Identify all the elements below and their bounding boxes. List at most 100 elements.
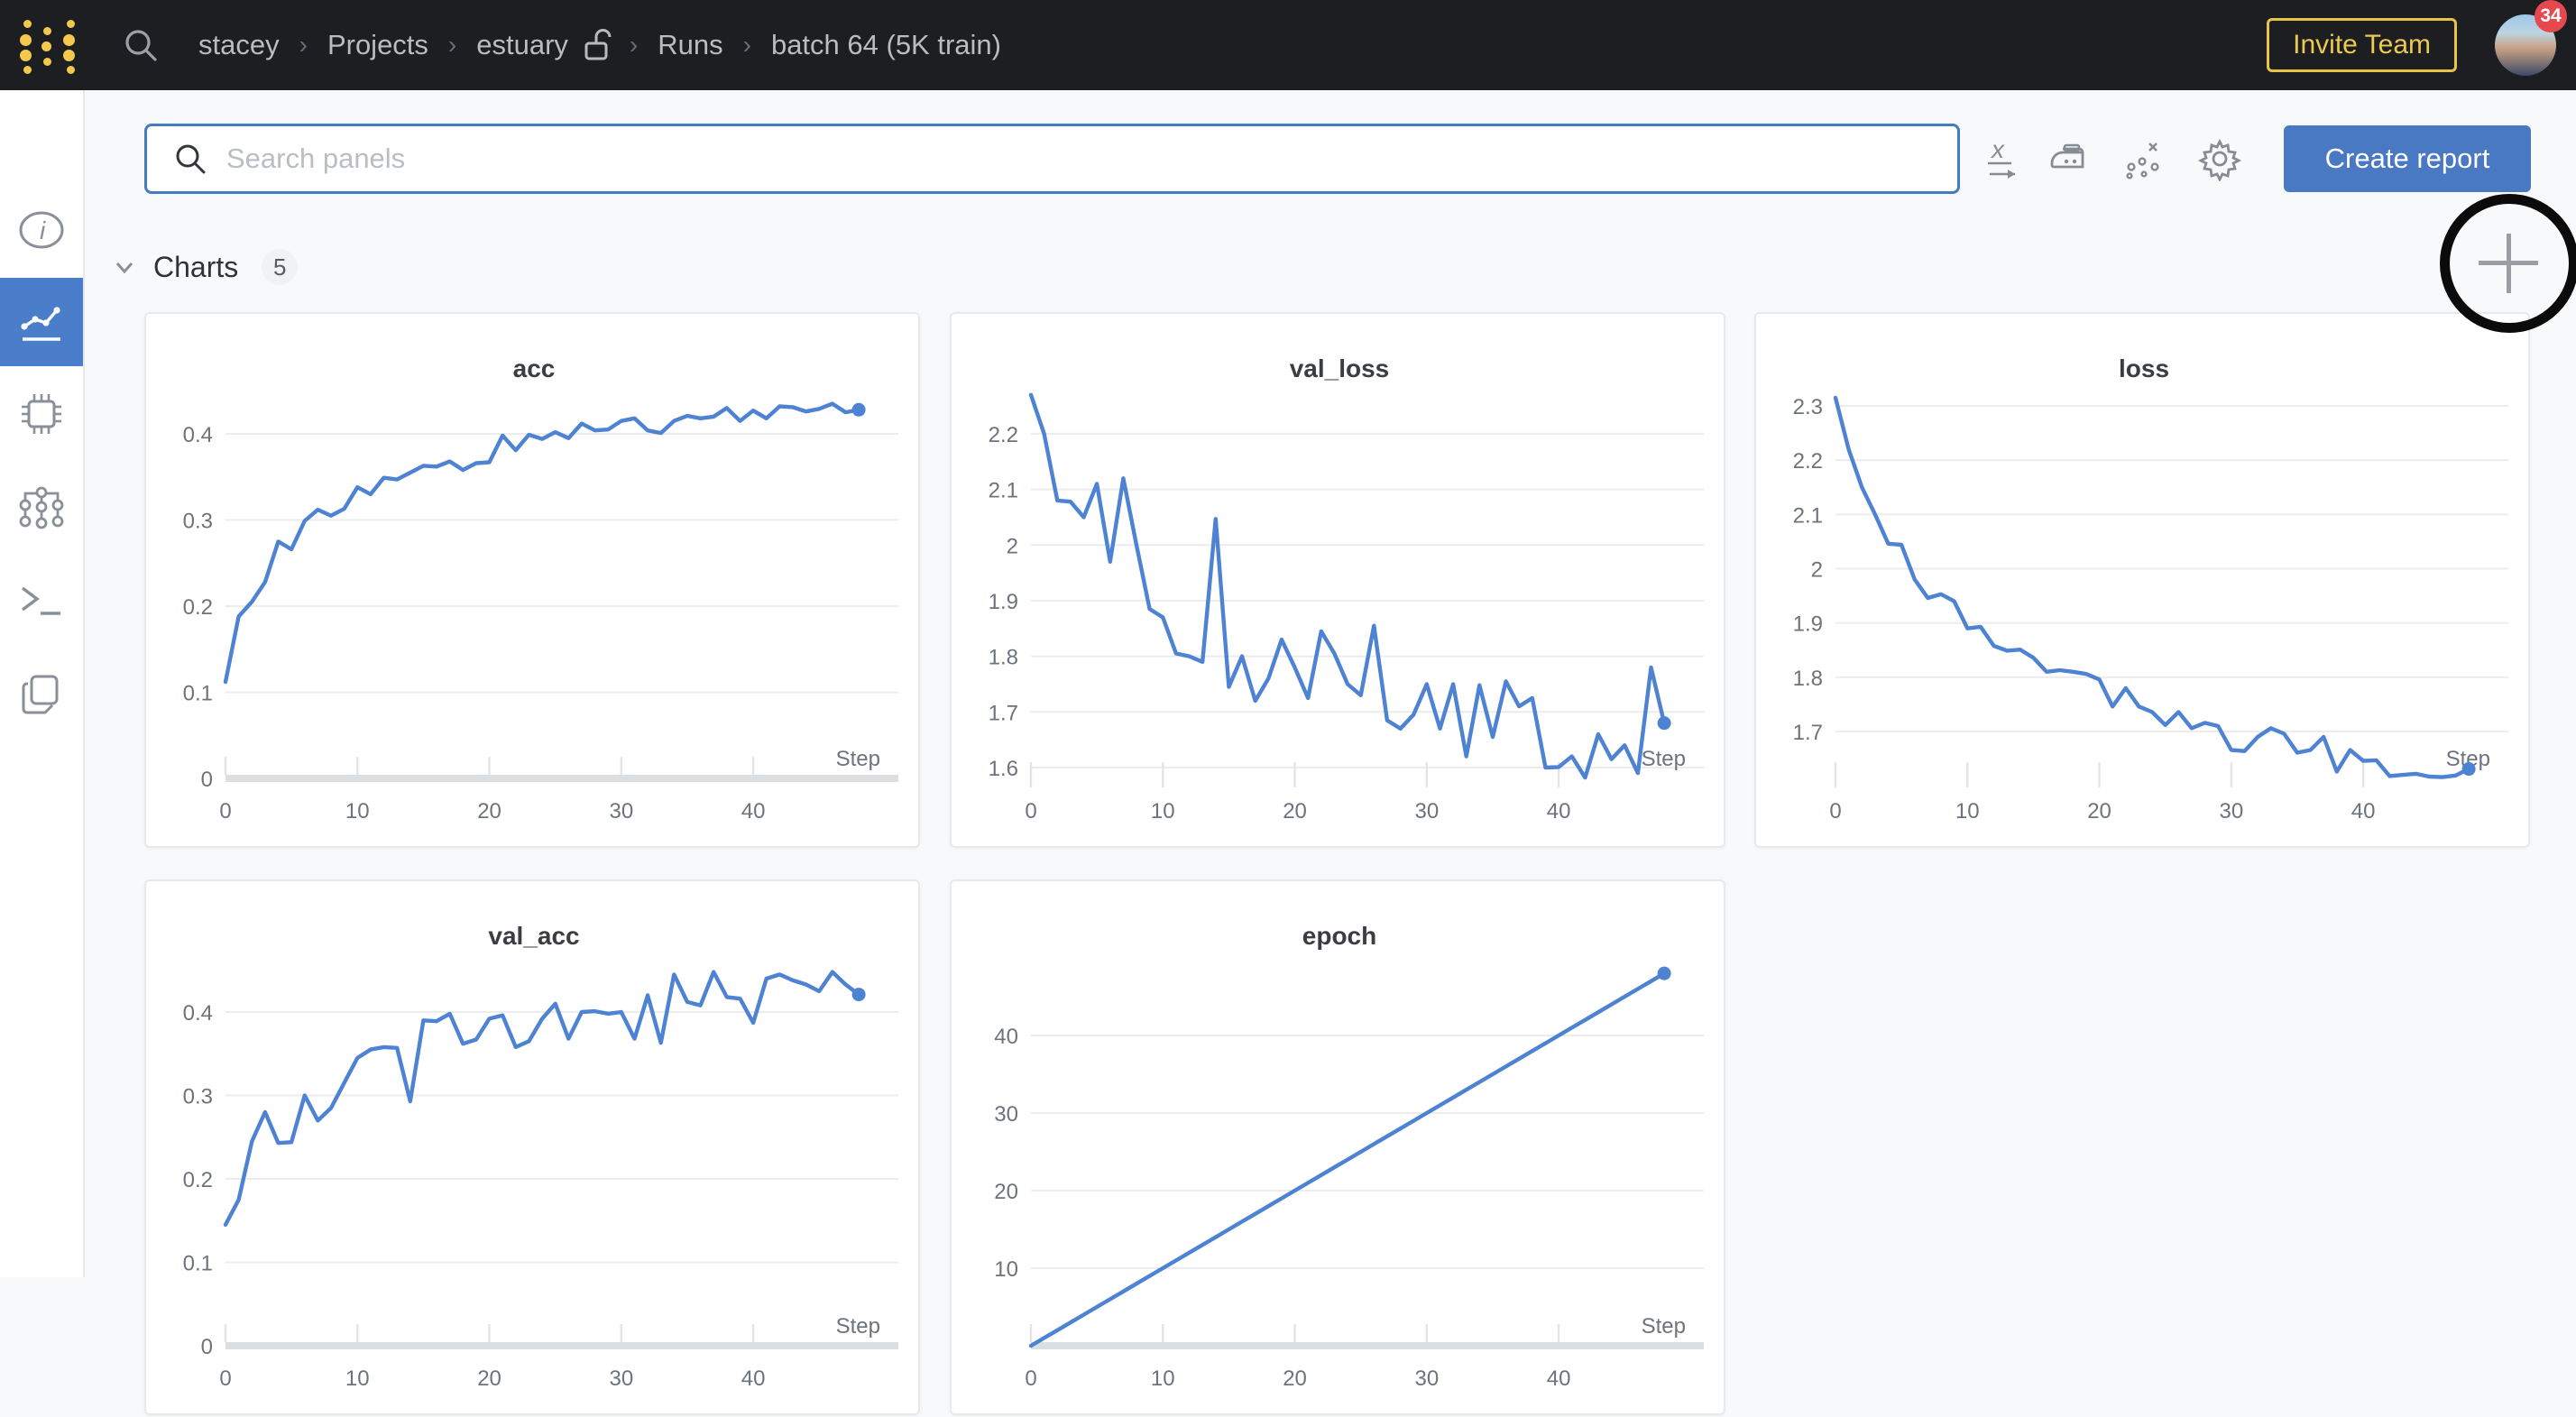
x-tick-label: 20 (1283, 799, 1307, 824)
top-navigation-bar: stacey › Projects › estuary › Runs › bat… (0, 0, 2576, 90)
x-tick-label: 30 (609, 1366, 633, 1391)
charts-section-title[interactable]: Charts (153, 250, 239, 283)
x-tick-label: 10 (345, 1366, 370, 1391)
x-tick-label: 40 (1547, 1366, 1571, 1391)
search-icon[interactable] (121, 25, 161, 65)
y-tick-label: 0.4 (183, 423, 213, 447)
y-tick-label: 1.6 (989, 757, 1018, 781)
y-tick-label: 2.2 (1793, 449, 1823, 474)
y-tick-label: 0.4 (183, 1001, 213, 1026)
series-line[interactable] (223, 401, 861, 685)
invite-team-button[interactable]: Invite Team (2267, 18, 2457, 72)
files-icon (22, 675, 59, 714)
y-tick-label: 0 (201, 768, 213, 792)
y-tick-label: 1.7 (1793, 721, 1823, 745)
x-tick-label: 20 (477, 799, 501, 824)
x-axis-label: Step (836, 1314, 880, 1339)
chart-panel-loss[interactable]: loss 1.7 1.8 1.9 2 2.1 2.2 2.3 0 10 20 30 40 Step (1754, 312, 2530, 848)
x-tick-label: 0 (219, 799, 231, 824)
y-tick-label: 0.2 (183, 1168, 213, 1192)
x-tick-label: 30 (1414, 799, 1439, 824)
x-tick-label: 0 (1025, 799, 1036, 824)
series-end-dot (2461, 762, 2476, 777)
chevron-down-icon[interactable] (110, 253, 139, 281)
x-tick-label: 20 (2087, 799, 2111, 824)
x-axis-label: Step (836, 747, 880, 771)
x-tick-label: 30 (2219, 799, 2243, 824)
x-tick-label: 10 (1151, 1366, 1175, 1391)
smoothing-iron-icon[interactable] (2050, 136, 2095, 181)
outliers-icon[interactable] (2122, 136, 2167, 181)
sidebar-item-charts[interactable] (0, 278, 83, 366)
chart-title: epoch (1302, 922, 1376, 950)
y-tick-label: 10 (994, 1257, 1018, 1282)
sidebar-item-model[interactable] (0, 465, 83, 553)
create-report-button[interactable]: Create report (2284, 125, 2531, 192)
y-tick-label: 0.2 (183, 595, 213, 620)
sidebar-item-system[interactable] (0, 370, 83, 458)
breadcrumb-separator: › (629, 31, 639, 59)
y-tick-label: 1.9 (1793, 612, 1823, 637)
sidebar-item-info[interactable]: i (0, 186, 83, 274)
breadcrumb-runs[interactable]: Runs (658, 29, 723, 60)
series-line[interactable] (1028, 971, 1667, 1348)
left-sidebar: i (0, 90, 85, 1277)
x-axis-label: Step (1642, 747, 1686, 771)
y-tick-label: 2 (1811, 558, 1823, 583)
series-end-dot (851, 402, 866, 417)
y-tick-label: 2.1 (989, 479, 1018, 503)
wandb-logo[interactable] (20, 16, 90, 74)
chart-panel-val_loss[interactable]: val_loss 1.6 1.7 1.8 1.9 2 2.1 2.2 0 10 20 30 40 Step (950, 312, 1725, 848)
charts-count-badge: 5 (262, 249, 299, 285)
x-tick-label: 10 (1955, 799, 1980, 824)
charts-section-header: Charts 5 (110, 249, 299, 285)
y-tick-label: 1.8 (1793, 667, 1823, 691)
chart-panel-epoch[interactable]: epoch 10 20 30 40 0 10 20 30 40 Step (950, 879, 1725, 1415)
y-tick-label: 1.7 (989, 701, 1018, 725)
chart-title: val_loss (1290, 354, 1390, 382)
user-avatar[interactable]: 34 (2495, 0, 2567, 76)
series-end-dot (1657, 716, 1671, 731)
breadcrumb-project[interactable]: estuary (476, 29, 568, 60)
x-axis-icon[interactable]: x (1981, 136, 2026, 181)
series-line[interactable] (1833, 395, 2471, 779)
settings-gear-icon[interactable] (2197, 136, 2242, 181)
search-panels-box (144, 124, 1960, 194)
model-graph-icon (19, 486, 64, 529)
y-tick-label: 0.1 (183, 682, 213, 706)
y-tick-label: 0.3 (183, 510, 213, 534)
x-tick-label: 20 (477, 1366, 501, 1391)
breadcrumb-run-name[interactable]: batch 64 (5K train) (770, 29, 1001, 60)
chart-panel-acc[interactable]: acc 0 0.1 0.2 0.3 0.4 0 10 20 30 40 Step (144, 312, 920, 848)
series-line[interactable] (223, 970, 861, 1228)
chart-title: loss (2119, 354, 2169, 382)
x-tick-label: 20 (1283, 1366, 1307, 1391)
breadcrumb: stacey › Projects › estuary › Runs › bat… (195, 27, 1005, 63)
series-line[interactable] (1028, 392, 1667, 780)
x-tick-label: 40 (741, 799, 766, 824)
x-tick-label: 30 (1414, 1366, 1439, 1391)
breadcrumb-entity[interactable]: stacey (198, 29, 280, 60)
x-tick-label: 40 (741, 1366, 766, 1391)
series-end-dot (1657, 966, 1671, 980)
breadcrumb-separator: › (742, 31, 751, 59)
info-icon: i (19, 211, 64, 249)
search-panels-input[interactable] (226, 143, 1957, 175)
x-tick-label: 40 (1547, 799, 1571, 824)
line-chart-icon (21, 307, 60, 341)
search-panels-icon (176, 144, 206, 174)
open-lock-icon (584, 29, 612, 60)
svg-text:i: i (40, 216, 46, 244)
y-tick-label: 0.1 (183, 1252, 213, 1276)
notification-badge: 34 (2535, 0, 2567, 32)
x-axis-label: Step (1642, 1314, 1686, 1339)
sidebar-item-files[interactable] (0, 650, 83, 739)
y-tick-label: 2 (1007, 534, 1018, 558)
series-end-dot (851, 988, 866, 1002)
chart-title: acc (513, 354, 556, 382)
chart-panel-val_acc[interactable]: val_acc 0 0.1 0.2 0.3 0.4 0 10 20 30 40 Step (144, 879, 920, 1415)
x-tick-label: 30 (609, 799, 633, 824)
y-tick-label: 0.3 (183, 1085, 213, 1109)
breadcrumb-projects[interactable]: Projects (327, 29, 428, 60)
sidebar-item-logs[interactable] (0, 557, 83, 645)
